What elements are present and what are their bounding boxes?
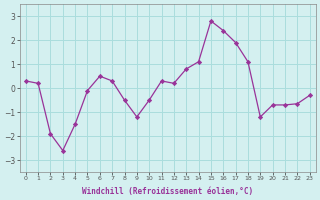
X-axis label: Windchill (Refroidissement éolien,°C): Windchill (Refroidissement éolien,°C) xyxy=(82,187,253,196)
